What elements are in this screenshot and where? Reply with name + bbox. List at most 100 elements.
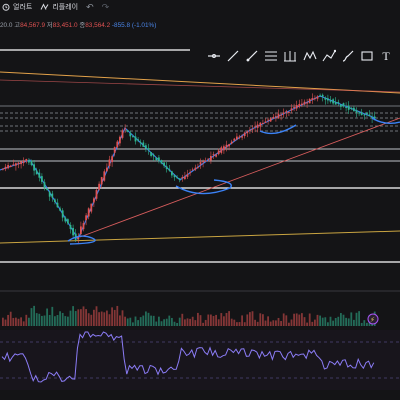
volume-bar [295, 313, 298, 326]
candle-body [106, 167, 108, 172]
candlestick-series [2, 93, 376, 245]
volume-bar [217, 319, 220, 326]
candle-body [51, 193, 54, 198]
annotation-circle[interactable] [67, 235, 96, 245]
change-value: -855.8 (-1.01%) [111, 22, 157, 29]
close-value: 83,564.2 [85, 22, 111, 29]
fib-retracement-tool[interactable] [263, 48, 279, 64]
indicator-badge[interactable] [367, 313, 379, 325]
trendline-orange[interactable] [0, 71, 400, 94]
candle-body [332, 99, 334, 104]
candle-body [178, 178, 181, 180]
replay-button[interactable]: 리플레이 [40, 2, 78, 12]
text-tool[interactable]: T [382, 48, 390, 63]
volume-bar [85, 309, 87, 326]
volume-bar [246, 314, 249, 326]
horizontal-line-tool[interactable] [206, 48, 222, 64]
annotation-circle[interactable] [371, 117, 400, 125]
volume-bar [124, 316, 126, 326]
candle-body [54, 199, 56, 202]
volume-bar [108, 314, 111, 326]
volume-bar [160, 321, 163, 326]
wave-zigzag[interactable] [0, 95, 376, 241]
volume-bar [311, 321, 314, 326]
high-label: 고 [14, 22, 21, 29]
candle-body [246, 131, 249, 134]
candle-body [33, 164, 35, 171]
alert-label: 얼러트 [13, 4, 33, 11]
volume-bar [298, 314, 301, 326]
measure-tool[interactable] [321, 48, 337, 64]
brush-tool[interactable] [340, 48, 356, 64]
volume-bar [69, 310, 72, 326]
rsi-line[interactable] [1, 331, 375, 383]
alert-button[interactable]: 얼러트 [2, 2, 32, 12]
pitchfork-tool[interactable] [282, 48, 298, 64]
candle-body [334, 101, 337, 105]
trendline-yellow[interactable] [0, 230, 400, 244]
candle-body [184, 176, 186, 180]
alarm-clock-icon [2, 3, 10, 11]
volume-bar [90, 314, 93, 326]
candle-body [223, 146, 225, 151]
candle-body [241, 136, 243, 138]
candle-body [207, 158, 210, 160]
rectangle-tool[interactable] [359, 48, 375, 64]
candle-body [103, 171, 106, 181]
candle-body [363, 114, 366, 116]
volume-bar [290, 319, 293, 326]
trendline-red-upper[interactable] [0, 79, 400, 93]
candle-body [139, 142, 142, 144]
volume-bar [152, 315, 155, 326]
replay-icon [40, 3, 49, 11]
volume-bar [165, 318, 168, 326]
volume-bar [259, 313, 262, 326]
candle-body [163, 162, 165, 166]
trend-line-tool[interactable] [225, 48, 241, 64]
candle-body [121, 130, 124, 138]
volume-bar [264, 320, 267, 326]
candle-body [93, 198, 95, 203]
volume-bar [316, 314, 319, 326]
volume-bar [321, 317, 324, 326]
volume-bar [43, 315, 46, 326]
open-value: 20.0 [0, 22, 13, 29]
pattern-tool[interactable] [302, 48, 318, 64]
undo-icon[interactable]: ↶ [86, 1, 94, 12]
candle-body [17, 162, 20, 165]
candle-body [56, 202, 59, 208]
candle-body [316, 96, 319, 99]
volume-bar [51, 306, 54, 326]
volume-bar [82, 306, 85, 326]
volume-bar [129, 317, 132, 326]
candle-body [116, 141, 119, 148]
volume-bar [230, 318, 233, 326]
chart-canvas[interactable]: ⚡ [0, 30, 400, 400]
volume-bar [280, 320, 282, 326]
volume-bar [46, 308, 48, 326]
volume-bar [93, 309, 95, 326]
trendline-red[interactable] [79, 117, 400, 238]
close-label: 종 [79, 22, 86, 29]
volume-bar [225, 312, 228, 326]
candle-body [280, 114, 282, 116]
volume-bar [228, 311, 230, 326]
volume-bar [347, 318, 350, 326]
volume-bar [145, 311, 147, 326]
volume-bar [238, 322, 241, 326]
candle-body [160, 160, 163, 164]
candle-body [293, 106, 295, 108]
drawing-toolbar: T [200, 45, 400, 67]
volume-bar [282, 313, 285, 326]
candle-body [25, 159, 28, 162]
ray-tool[interactable] [244, 48, 260, 64]
annotation-circle[interactable] [175, 179, 232, 195]
volume-bar [288, 322, 290, 326]
volume-bar [181, 313, 184, 326]
annotation-circle[interactable] [259, 124, 297, 135]
candle-body [238, 136, 241, 138]
redo-icon[interactable]: ↷ [101, 1, 110, 12]
price-chart[interactable]: ⚡ [0, 30, 400, 400]
candle-body [194, 167, 197, 170]
candle-body [150, 152, 152, 156]
